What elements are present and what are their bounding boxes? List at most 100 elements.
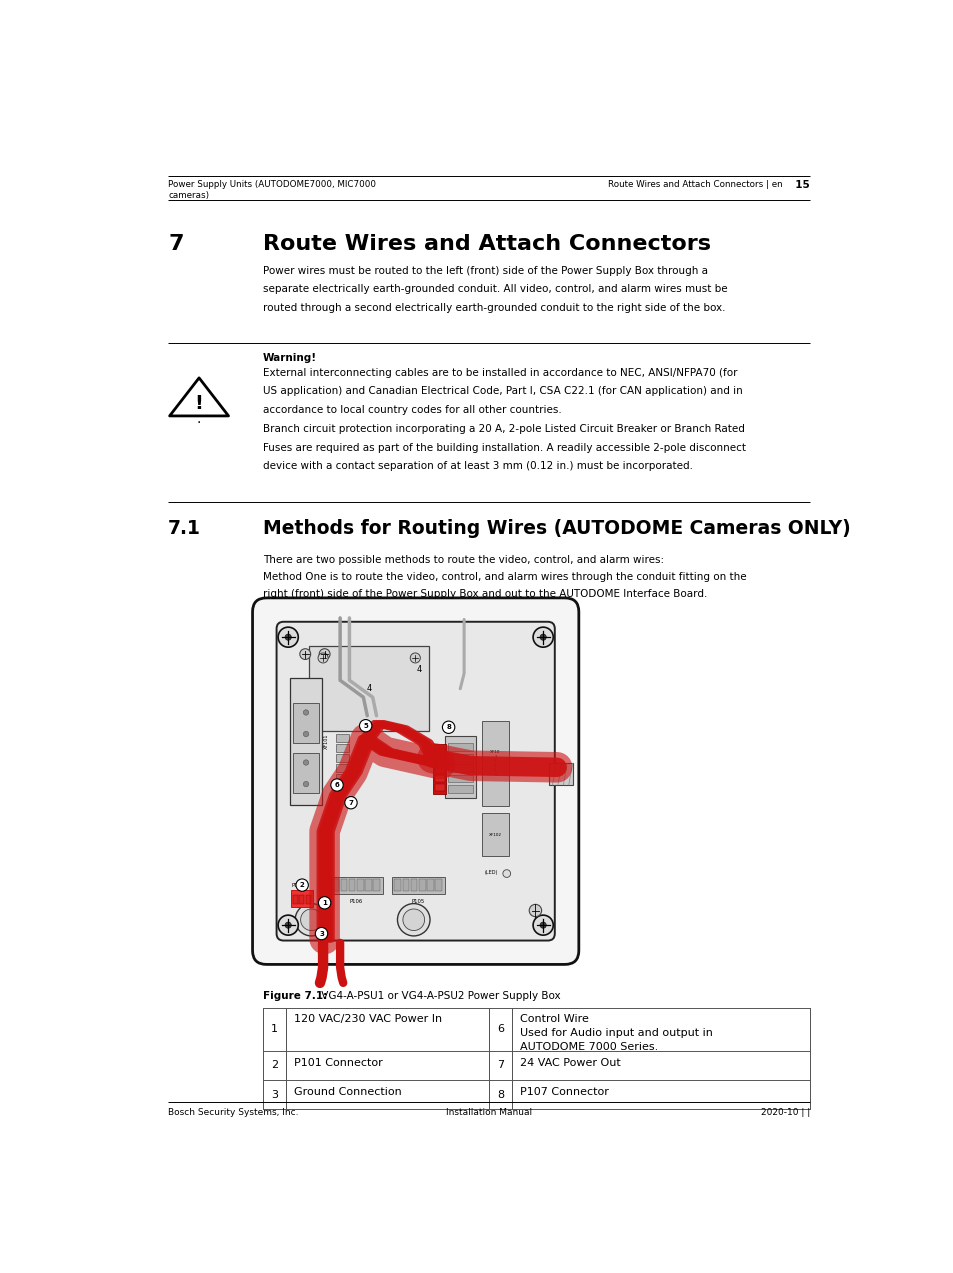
- Circle shape: [397, 904, 430, 936]
- Text: Bosch Security Systems, Inc.: Bosch Security Systems, Inc.: [168, 1109, 298, 1118]
- Bar: [435, 766, 444, 774]
- Text: 1: 1: [322, 900, 327, 906]
- Text: 6: 6: [335, 782, 339, 788]
- Circle shape: [539, 634, 546, 640]
- Text: External interconnecting cables are to be installed in accordance to NEC, ANSI/N: External interconnecting cables are to b…: [262, 368, 737, 378]
- Bar: [435, 784, 444, 791]
- Circle shape: [285, 634, 291, 640]
- Circle shape: [539, 922, 546, 928]
- Bar: [335, 743, 348, 752]
- Text: Warning!: Warning!: [262, 353, 316, 363]
- Bar: [348, 878, 355, 891]
- Text: 15: 15: [787, 181, 809, 191]
- Circle shape: [533, 628, 553, 647]
- Bar: [447, 743, 472, 751]
- Text: (LED): (LED): [484, 869, 497, 875]
- Bar: [402, 878, 409, 891]
- Circle shape: [278, 628, 298, 647]
- Text: 2: 2: [271, 1060, 277, 1071]
- Circle shape: [303, 760, 309, 765]
- Bar: [365, 878, 372, 891]
- Bar: [427, 878, 434, 891]
- Text: 4: 4: [366, 685, 372, 694]
- Text: P106: P106: [350, 899, 363, 904]
- Bar: [291, 890, 313, 906]
- Bar: [392, 877, 444, 894]
- Circle shape: [359, 719, 372, 732]
- Circle shape: [318, 896, 331, 909]
- Text: 24 VAC Power Out: 24 VAC Power Out: [519, 1058, 620, 1068]
- Text: cameras): cameras): [168, 191, 209, 200]
- Circle shape: [442, 721, 455, 733]
- Bar: [293, 895, 297, 904]
- Bar: [293, 754, 319, 793]
- Text: 2: 2: [299, 882, 304, 889]
- Circle shape: [319, 649, 330, 659]
- Circle shape: [303, 710, 309, 715]
- Circle shape: [285, 922, 291, 928]
- Circle shape: [402, 909, 424, 931]
- Text: 3: 3: [318, 931, 324, 937]
- Circle shape: [344, 797, 356, 808]
- Text: Branch circuit protection incorporating a 20 A, 2-pole Listed Circuit Breaker or: Branch circuit protection incorporating …: [262, 424, 743, 434]
- Bar: [549, 764, 572, 785]
- Circle shape: [303, 731, 309, 737]
- Circle shape: [529, 904, 541, 917]
- Circle shape: [410, 653, 420, 663]
- Bar: [435, 757, 444, 765]
- Circle shape: [315, 928, 328, 939]
- Text: Route Wires and Attach Connectors | en: Route Wires and Attach Connectors | en: [607, 181, 781, 190]
- Text: 1: 1: [271, 1023, 277, 1034]
- Bar: [444, 737, 476, 798]
- Bar: [435, 749, 444, 756]
- Text: US application) and Canadian Electrical Code, Part I, CSA C22.1 (for CAN applica: US application) and Canadian Electrical …: [262, 386, 741, 396]
- Text: 8: 8: [497, 1090, 503, 1100]
- Bar: [335, 754, 348, 761]
- Text: Route Wires and Attach Connectors: Route Wires and Attach Connectors: [262, 234, 710, 253]
- FancyBboxPatch shape: [253, 598, 578, 965]
- Circle shape: [300, 909, 322, 931]
- Text: .: .: [196, 412, 201, 426]
- Text: separate electrically earth-grounded conduit. All video, control, and alarm wire: separate electrically earth-grounded con…: [262, 284, 726, 294]
- Text: 7: 7: [497, 1060, 503, 1071]
- Text: Power Supply Units (AUTODOME7000, MIC7000: Power Supply Units (AUTODOME7000, MIC700…: [168, 181, 375, 190]
- Text: 4: 4: [416, 665, 422, 673]
- Bar: [481, 813, 509, 855]
- Bar: [293, 703, 319, 743]
- Text: P105: P105: [412, 899, 425, 904]
- Text: !: !: [194, 393, 203, 412]
- Bar: [394, 878, 401, 891]
- Bar: [433, 745, 446, 794]
- Text: 5: 5: [363, 723, 368, 728]
- Bar: [447, 754, 472, 761]
- Circle shape: [303, 782, 309, 787]
- Bar: [447, 785, 472, 793]
- Text: 7: 7: [168, 234, 183, 253]
- Text: P107 Connector: P107 Connector: [519, 1087, 608, 1097]
- Bar: [330, 877, 382, 894]
- Text: 6: 6: [497, 1023, 503, 1034]
- Bar: [335, 764, 348, 771]
- Text: device with a contact separation of at least 3 mm (0.12 in.) must be incorporate: device with a contact separation of at l…: [262, 461, 692, 471]
- Circle shape: [278, 915, 298, 936]
- Text: VG4-A-PSU1 or VG4-A-PSU2 Power Supply Box: VG4-A-PSU1 or VG4-A-PSU2 Power Supply Bo…: [318, 990, 560, 1001]
- Text: Control Wire
Used for Audio input and output in
AUTODOME 7000 Series.: Control Wire Used for Audio input and ou…: [519, 1015, 712, 1053]
- Text: 7.1: 7.1: [168, 519, 201, 538]
- Text: 120 VAC/230 VAC Power In: 120 VAC/230 VAC Power In: [294, 1015, 441, 1025]
- Bar: [335, 735, 348, 742]
- Circle shape: [294, 904, 328, 936]
- Circle shape: [317, 653, 328, 663]
- Text: P101: P101: [291, 883, 304, 889]
- Text: XF102: XF102: [489, 833, 501, 836]
- Text: Power wires must be routed to the left (front) side of the Power Supply Box thro: Power wires must be routed to the left (…: [262, 266, 707, 276]
- Text: XF10
1
2
3
4
5: XF10 1 2 3 4 5: [490, 750, 500, 777]
- Text: 7: 7: [348, 799, 353, 806]
- Circle shape: [295, 878, 308, 891]
- Bar: [373, 878, 379, 891]
- Text: Installation Manual: Installation Manual: [445, 1109, 532, 1118]
- Text: Figure 7.1:: Figure 7.1:: [262, 990, 327, 1001]
- Circle shape: [502, 869, 510, 877]
- Text: XF101: XF101: [323, 733, 329, 749]
- Bar: [356, 878, 363, 891]
- Text: accordance to local country codes for all other countries.: accordance to local country codes for al…: [262, 405, 560, 415]
